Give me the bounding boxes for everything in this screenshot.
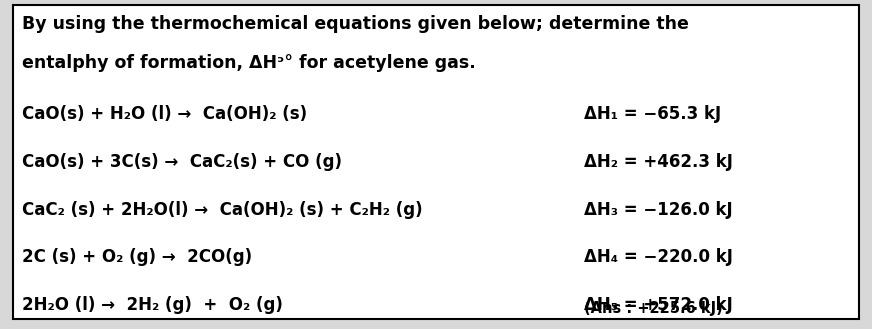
- Text: 2H₂O (l) →  2H₂ (g)  +  O₂ (g): 2H₂O (l) → 2H₂ (g) + O₂ (g): [22, 296, 283, 314]
- Text: ΔH₂ = +462.3 kJ: ΔH₂ = +462.3 kJ: [584, 153, 733, 171]
- Text: ΔH₃ = −126.0 kJ: ΔH₃ = −126.0 kJ: [584, 201, 732, 219]
- Text: entalphy of formation, ΔHᵓ° for acetylene gas.: entalphy of formation, ΔHᵓ° for acetylen…: [22, 54, 475, 72]
- Text: ΔH₁ = −65.3 kJ: ΔH₁ = −65.3 kJ: [584, 105, 721, 123]
- Text: CaO(s) + 3C(s) →  CaC₂(s) + CO (g): CaO(s) + 3C(s) → CaC₂(s) + CO (g): [22, 153, 342, 171]
- Text: ΔH₅ = +572.0 kJ: ΔH₅ = +572.0 kJ: [584, 296, 733, 314]
- Text: By using the thermochemical equations given below; determine the: By using the thermochemical equations gi…: [22, 15, 689, 33]
- Text: 2C (s) + O₂ (g) →  2CO(g): 2C (s) + O₂ (g) → 2CO(g): [22, 248, 252, 266]
- Text: CaO(s) + H₂O (l) →  Ca(OH)₂ (s): CaO(s) + H₂O (l) → Ca(OH)₂ (s): [22, 105, 307, 123]
- Text: (Ans : +225.6 kJ): (Ans : +225.6 kJ): [584, 301, 723, 316]
- Text: CaC₂ (s) + 2H₂O(l) →  Ca(OH)₂ (s) + C₂H₂ (g): CaC₂ (s) + 2H₂O(l) → Ca(OH)₂ (s) + C₂H₂ …: [22, 201, 422, 219]
- Text: ΔH₄ = −220.0 kJ: ΔH₄ = −220.0 kJ: [584, 248, 733, 266]
- FancyBboxPatch shape: [13, 5, 859, 319]
